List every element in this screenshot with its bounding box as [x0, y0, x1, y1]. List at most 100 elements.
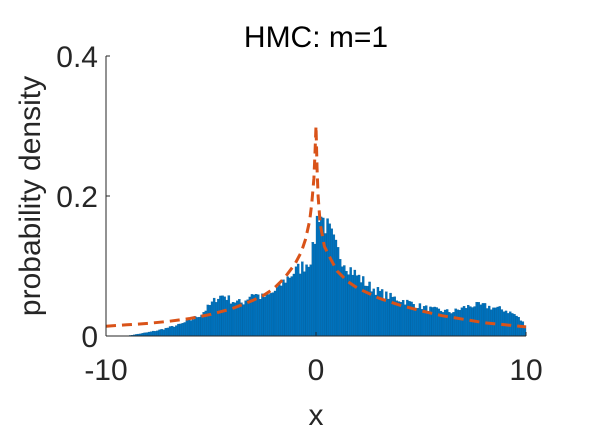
histogram-bar — [338, 259, 342, 337]
histogram-bar — [278, 282, 281, 337]
histogram-bar — [437, 308, 441, 337]
histogram-bar — [187, 319, 191, 337]
histogram-bar — [257, 294, 260, 337]
histogram-bar — [446, 309, 449, 337]
histogram-bar — [275, 287, 279, 337]
histogram-bar — [215, 302, 218, 337]
histogram-bar — [145, 332, 149, 337]
histogram-bar — [385, 291, 388, 337]
histogram-bar — [500, 309, 504, 337]
x-tick-label: -10 — [84, 354, 127, 387]
histogram-bar — [299, 273, 302, 337]
histogram-bar — [160, 329, 163, 337]
histogram-bar — [494, 307, 497, 337]
histogram-bar — [158, 329, 161, 337]
histogram-bar — [399, 302, 403, 337]
histogram-bar — [383, 298, 386, 337]
histogram-bar — [326, 218, 329, 337]
histogram-bar — [162, 329, 165, 337]
histogram-bar — [179, 323, 182, 337]
histogram-bar — [418, 303, 422, 337]
histogram-bar — [370, 291, 373, 337]
histogram-bar — [194, 316, 197, 337]
histogram-bar — [292, 273, 296, 337]
histogram-bar — [498, 306, 501, 337]
chart-title: HMC: m=1 — [244, 21, 388, 54]
histogram-bar — [288, 277, 291, 337]
histogram-bar — [374, 294, 378, 337]
y-tick-label: 0 — [81, 321, 98, 354]
histogram-bar — [200, 314, 203, 337]
histogram-bar — [267, 294, 270, 337]
histogram-bar — [387, 298, 390, 337]
histogram-bar — [467, 304, 470, 337]
histogram-bar — [301, 261, 304, 337]
tick-marks — [105, 55, 527, 337]
histogram-bar — [294, 266, 298, 337]
histogram-bar — [196, 317, 199, 337]
histogram-bar — [345, 270, 348, 337]
histogram-bar — [380, 289, 384, 337]
histogram-bar — [219, 295, 222, 337]
histogram-bar — [240, 302, 243, 337]
histogram-bar — [221, 295, 224, 337]
histogram-bar — [173, 326, 176, 337]
histogram-bar — [265, 292, 268, 337]
histogram-bar — [513, 314, 516, 337]
histogram-bar — [427, 311, 430, 337]
histogram-bar — [210, 301, 214, 337]
histogram-bar — [401, 299, 405, 337]
histogram-bar — [450, 313, 453, 337]
histogram-bar — [242, 304, 245, 337]
histogram-bar — [261, 293, 264, 337]
histogram-bar — [496, 306, 499, 337]
histogram-bar — [448, 312, 451, 337]
histogram-bar — [454, 308, 457, 337]
histogram-bar — [330, 228, 333, 337]
histogram-bar — [315, 215, 319, 337]
histogram-bar — [519, 320, 522, 337]
histogram-bar — [227, 295, 231, 337]
histogram-bar — [376, 287, 380, 337]
histogram-bar — [177, 323, 180, 337]
histogram-bar — [456, 309, 459, 337]
histogram-bar — [433, 306, 436, 337]
histogram-bar — [328, 223, 331, 337]
histogram-bar — [481, 303, 485, 337]
histogram-bar — [317, 221, 321, 337]
histogram-bar — [372, 288, 375, 337]
density-curve — [105, 124, 527, 329]
histogram-bar — [313, 243, 317, 337]
y-tick-label: 0.4 — [56, 41, 98, 74]
histogram-bar — [488, 305, 491, 337]
histogram-bar — [175, 325, 178, 337]
histogram-bar — [359, 282, 363, 337]
histogram-bar — [397, 301, 401, 337]
y-axis-label: probability density — [14, 76, 47, 316]
histogram-bar — [156, 330, 159, 337]
histogram-bar — [464, 308, 468, 337]
histogram-bar — [303, 271, 306, 337]
x-tick-label: 10 — [509, 354, 542, 387]
histogram-bar — [246, 299, 249, 337]
histogram-bar — [521, 321, 525, 337]
histogram-bar — [311, 242, 315, 337]
histogram-bar — [362, 276, 365, 337]
histogram-bar — [511, 313, 514, 337]
histogram-bar — [183, 322, 186, 337]
x-axis-label: x — [309, 399, 324, 432]
histogram-bar — [349, 267, 352, 337]
histogram-bar — [149, 331, 153, 337]
histogram-bar — [286, 276, 289, 337]
histogram-bar — [225, 299, 228, 337]
histogram-bar — [404, 304, 407, 337]
histogram-bar — [189, 320, 193, 337]
histogram-bar — [477, 302, 480, 337]
histogram-bar — [309, 264, 312, 337]
histogram-bar — [170, 325, 174, 337]
histogram-bar — [479, 304, 483, 337]
histogram-bar — [307, 266, 310, 337]
histogram-bar — [271, 292, 275, 337]
histogram-bar — [334, 239, 338, 337]
